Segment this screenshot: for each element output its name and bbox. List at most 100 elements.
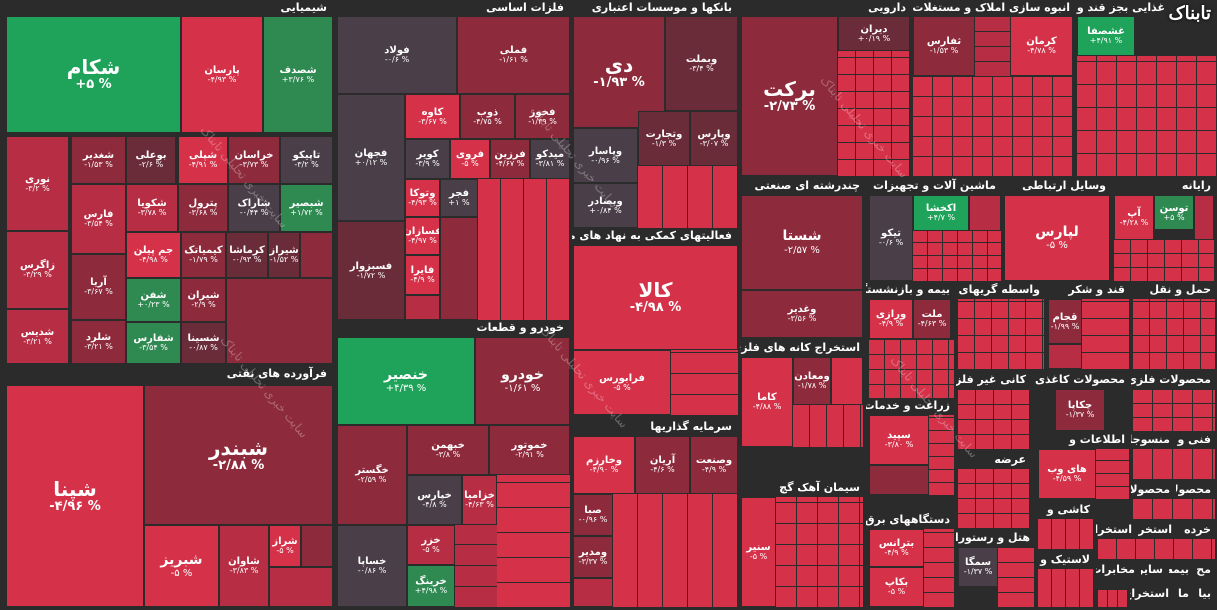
tile-kama[interactable]: کاما -۴/۸۸ %	[741, 357, 793, 447]
tile-shapli[interactable]: شپلی -۴/۹۱ %	[178, 136, 228, 184]
tile-semga[interactable]: سمگا -۱/۳۷ %	[958, 547, 998, 587]
tile-vtejarat[interactable]: وتجارت -۱/۳ %	[638, 111, 690, 166]
tile-shasaf[interactable]: شصدف +۳/۷۶ %	[263, 16, 333, 133]
tile-femeli[interactable]: فملی -۱/۶۱ %	[457, 16, 570, 94]
tile-lipars[interactable]: لپارس -۵ %	[1004, 195, 1110, 281]
filler	[998, 547, 1034, 607]
tile-fars[interactable]: فارس -۳/۵۴ %	[71, 184, 126, 254]
filler	[301, 525, 333, 567]
tile-shakouya[interactable]: شکویا -۳/۷۸ %	[126, 184, 178, 232]
tile-vrazi[interactable]: ورازی -۴/۹ %	[869, 299, 913, 339]
tile-shabandar[interactable]: شبندر -۲/۸۸ %	[144, 385, 333, 525]
tile-midako[interactable]: میدکو -۳/۸۱ %	[530, 139, 570, 179]
tile-mellat[interactable]: ملت -۴/۶۳ %	[913, 299, 951, 339]
tile-vatouka[interactable]: وتوکا -۴/۹۳ %	[405, 179, 440, 217]
tile-vamadir[interactable]: ومدیر -۳/۳۷ %	[573, 536, 613, 578]
tile-khsapa[interactable]: خساپا -۰/۸۶ %	[337, 525, 407, 607]
tile-shesina[interactable]: شسینا -۰/۸۷ %	[181, 322, 226, 364]
tile-farvi[interactable]: فروی -۵ %	[450, 139, 490, 179]
tile-bekap[interactable]: بکاپ -۵ %	[869, 567, 924, 607]
tile-khazar[interactable]: خزر -۵ %	[407, 525, 455, 565]
tile-sharak[interactable]: شاراک -۰/۴۴ %	[228, 184, 280, 232]
tile-sharad[interactable]: شلرد -۳/۲۱ %	[71, 320, 126, 364]
tile-kermasha[interactable]: کرماشا -۰/۹۳ %	[226, 232, 268, 278]
tile-parsan[interactable]: پارسان -۴/۹۳ %	[181, 16, 263, 133]
tile-haivab[interactable]: های وب -۴/۵۹ %	[1038, 449, 1096, 499]
tile-betrans[interactable]: بترانس -۴/۹ %	[869, 529, 924, 567]
tile-sanir[interactable]: سنیر -۵ %	[741, 497, 776, 607]
tile-shafan[interactable]: شفن +۰/۲۳ %	[126, 278, 181, 322]
tile-khgostar[interactable]: خگستر -۲/۵۹ %	[337, 425, 407, 525]
tile-fsabzevar[interactable]: فسبزوار -۱/۷۲ %	[337, 221, 405, 320]
tile-name: شفن	[140, 290, 167, 302]
tile-arya[interactable]: آریا -۳/۶۷ %	[71, 254, 126, 320]
tile-sba[interactable]: صبا -۰/۹۶ %	[573, 494, 613, 536]
tile-vpars[interactable]: وپارس -۳/۰۷ %	[690, 111, 738, 166]
tile-di[interactable]: دی -۱/۹۳ %	[573, 16, 665, 128]
tile-shiran[interactable]: شیران -۲/۹ %	[181, 278, 226, 322]
tile-arian[interactable]: آریان -۴/۶ %	[635, 436, 690, 494]
tile-ghajam[interactable]: قجام -۱/۹۹ %	[1048, 299, 1082, 344]
tile-shbesper[interactable]: شبصیر +۱/۷۲ %	[280, 184, 333, 232]
tile-shaghadir[interactable]: شغدیر -۱/۵۳ %	[71, 136, 126, 184]
tile-shedis[interactable]: شدیس -۳/۲۱ %	[6, 309, 69, 364]
tile-shafaras[interactable]: شفارس -۳/۵۴ %	[126, 322, 181, 364]
tile-kavir[interactable]: کویر -۳/۹ %	[405, 139, 450, 179]
tile-sepid[interactable]: سپید -۳/۸۰ %	[869, 415, 929, 465]
tile-shavan[interactable]: شاوان -۳/۸۳ %	[219, 525, 269, 607]
tile-tapiko[interactable]: تاپیکو -۳/۲ %	[280, 136, 333, 184]
tile-kala[interactable]: کالا -۴/۹۸ %	[573, 245, 738, 350]
tile-kharis[interactable]: خپارس -۴/۸ %	[407, 475, 462, 525]
tile-farabourse[interactable]: فرابورس -۵ %	[573, 350, 671, 415]
tile-shiraz[interactable]: شیراز -۱/۵۲ %	[268, 232, 300, 278]
tile-vbesadar[interactable]: وبصادر +۰/۸۴ %	[573, 183, 638, 228]
tile-toosan[interactable]: توسن +۵ %	[1154, 195, 1194, 230]
tile-shepna[interactable]: شپنا -۴/۹۶ %	[6, 385, 144, 607]
tile-fasazan[interactable]: فسازان -۴/۹۷ %	[405, 217, 440, 255]
tile-khorasan[interactable]: خراسان -۳/۷۳ %	[228, 136, 280, 184]
tile-nouri[interactable]: نوری -۳/۲ %	[6, 136, 69, 231]
tile-khbahman[interactable]: خبهمن -۳/۸ %	[407, 425, 489, 475]
tile-shekam[interactable]: شکام +۵ %	[6, 16, 181, 133]
tile-ghshesafa[interactable]: غشصفا +۴/۹۱ %	[1077, 16, 1135, 56]
tile-value: -۳/۶۷ %	[84, 287, 113, 297]
tile-faira[interactable]: فایرا -۴/۹ %	[405, 255, 440, 295]
tile-vmadan[interactable]: ومعادن -۱/۷۸ %	[793, 357, 831, 405]
tile-diran[interactable]: دیران +۰/۱۹ %	[838, 16, 910, 51]
tile-fouladh[interactable]: فولاد -۰/۶ %	[337, 16, 457, 94]
tile-vghadir[interactable]: وغدیر -۳/۵۶ %	[741, 290, 863, 338]
tile-safaris[interactable]: ثفارس -۱/۵۳ %	[913, 16, 975, 76]
tile-vbemellat[interactable]: وبملت -۳/۴ %	[665, 16, 738, 111]
tile-fajhan[interactable]: فجهان +۰/۱۲ %	[337, 94, 405, 221]
tile-name: شیراز	[269, 245, 299, 257]
tile-khzamiya[interactable]: خزامیا -۴/۶۳ %	[462, 475, 497, 525]
tile-khmotor[interactable]: خموتور -۲/۹۱ %	[489, 425, 570, 475]
tile-khanasir[interactable]: خنصیر +۴/۳۹ %	[337, 337, 475, 425]
tile-kemiyak[interactable]: کیمیاتک -۱/۷۹ %	[181, 232, 226, 278]
tile-chakapa[interactable]: چکاپا -۱/۳۷ %	[1055, 389, 1105, 431]
tile-zob[interactable]: ذوب -۴/۷۵ %	[460, 94, 515, 139]
tile-ap[interactable]: آپ -۴/۲۸ %	[1114, 195, 1154, 240]
tile-fekhouz[interactable]: فخوز -۱/۳۹ %	[515, 94, 570, 139]
tile-kerman[interactable]: کرمان -۴/۷۸ %	[1010, 16, 1073, 76]
tile-barkat[interactable]: برکت -۲/۷۳ %	[741, 16, 838, 176]
sector-title: استخراج	[1130, 587, 1169, 600]
tile-khring[interactable]: خرینگ +۴/۹۸ %	[407, 565, 455, 607]
tile-vkharazm[interactable]: وخارزم -۴/۹۰ %	[573, 436, 635, 494]
tile-sheraz[interactable]: شراز -۵ %	[269, 525, 301, 567]
tile-buali[interactable]: بوعلی -۲/۶ %	[126, 136, 176, 184]
tile-tiko[interactable]: تیکو -۰/۶ %	[869, 195, 913, 281]
tile-value: -۴/۶۳ %	[917, 319, 947, 329]
tile-kave[interactable]: کاوه -۳/۶۷ %	[405, 94, 460, 139]
tile-zagros[interactable]: زاگرس -۳/۲۹ %	[6, 231, 69, 309]
tile-fajr[interactable]: فجر +۱ %	[440, 179, 478, 217]
tile-shasta[interactable]: شستا -۲/۵۷ %	[741, 195, 863, 290]
tile-petrol[interactable]: پترول -۳/۶۸ %	[178, 184, 228, 232]
tile-shabriz[interactable]: شبریز -۵ %	[144, 525, 219, 607]
tile-farzin[interactable]: فرزین -۴/۶۷ %	[490, 139, 530, 179]
tile-vpasar[interactable]: وپاسار -۰/۹۶ %	[573, 128, 638, 183]
tile-akhsha[interactable]: اکخشا +۴/۷ %	[913, 195, 969, 231]
tile-khodro[interactable]: خودرو -۱/۶۱ %	[475, 337, 570, 425]
tile-vsanat[interactable]: وصنعت -۴/۹ %	[690, 436, 738, 494]
tile-jampilan[interactable]: جم پیلن -۴/۹۸ %	[126, 232, 181, 278]
